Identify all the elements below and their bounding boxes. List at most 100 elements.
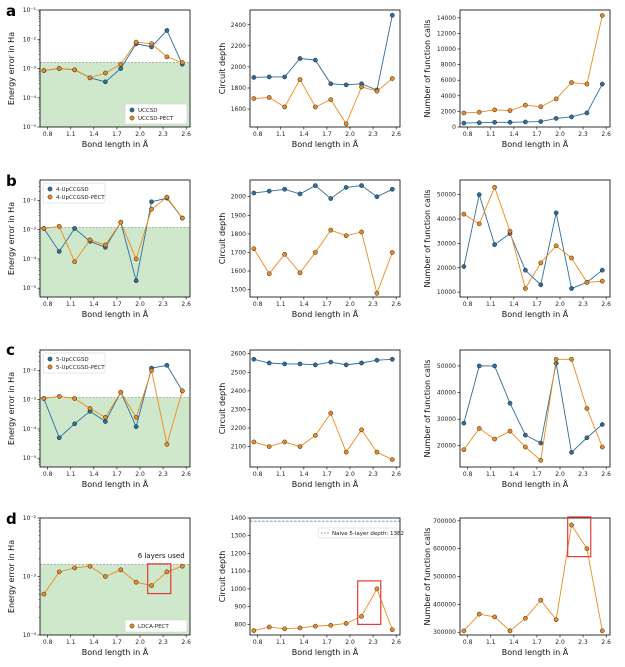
data-point	[569, 114, 574, 120]
data-point	[599, 628, 605, 634]
series-line-5-upccgsd-pect	[463, 358, 603, 462]
x-tick-label: 2.3	[368, 471, 378, 478]
y-tick-label: 10000	[437, 289, 456, 296]
data-point	[343, 449, 349, 455]
y-tick-label: 10⁻³	[23, 227, 37, 234]
data-point	[266, 188, 272, 194]
data-point	[164, 362, 170, 368]
data-point	[343, 121, 349, 127]
data-point	[56, 224, 62, 229]
x-tick-label: 2.3	[578, 131, 588, 138]
data-point	[523, 615, 528, 621]
data-point	[569, 80, 574, 85]
data-point	[72, 226, 77, 231]
series-line-4-upccgsd-pect	[463, 186, 603, 290]
data-point	[492, 119, 497, 125]
data-point	[507, 428, 513, 434]
data-point	[251, 439, 257, 445]
chemical-accuracy-region	[40, 397, 190, 467]
x-tick-label: 1.4	[89, 471, 99, 478]
y-tick-label: 10⁻¹	[23, 7, 37, 14]
data-point	[599, 278, 605, 284]
x-tick-label: 2.6	[601, 301, 611, 308]
x-tick-label: 2.3	[368, 301, 378, 308]
legend-box	[42, 182, 106, 204]
series-line-5-upccgsd	[43, 364, 183, 439]
y-tick-label: 10⁻⁵	[23, 124, 37, 131]
data-point	[523, 286, 528, 291]
chart-a-3: 0.8 1.1 1.4 1.7 2.0 2.3 2.6 Bond length in Å 0 20…	[423, 9, 611, 149]
y-axis-label: Energy error in Ha	[7, 540, 16, 613]
data-point	[149, 199, 154, 205]
data-point	[389, 76, 395, 81]
data-point	[133, 256, 139, 262]
y-tick-label: 40000	[437, 390, 456, 397]
data-point	[476, 120, 482, 126]
x-tick-label: 1.4	[299, 639, 309, 646]
data-point	[389, 250, 395, 255]
data-point	[359, 614, 364, 619]
x-tick-label: 2.6	[181, 131, 191, 138]
series-line-uccsd	[253, 15, 393, 91]
x-tick-label: 0.8	[463, 301, 473, 308]
y-tick-label: 1800	[231, 231, 246, 238]
data-point	[87, 406, 93, 411]
data-point	[41, 396, 47, 401]
x-tick-label: 2.3	[368, 131, 378, 138]
x-tick-label: 2.3	[578, 639, 588, 646]
axes-frame	[249, 9, 401, 128]
data-point	[282, 104, 287, 110]
data-point	[538, 260, 544, 266]
y-axis-label: Circuit depth	[218, 551, 227, 603]
data-point	[389, 12, 395, 18]
series-line-4-upccgsd	[43, 197, 183, 281]
x-tick-label: 2.3	[578, 301, 588, 308]
y-tick-label: 4000	[441, 93, 456, 100]
data-point	[266, 271, 272, 277]
legend-marker	[129, 107, 135, 113]
data-point	[569, 450, 574, 455]
naive-legend: Naive 5-layer depth: 1382	[317, 527, 404, 539]
series-line-5-upccgsd	[253, 358, 393, 366]
x-tick-label: 1.4	[299, 301, 309, 308]
data-point	[103, 419, 108, 424]
y-tick-label: 300000	[433, 629, 456, 636]
y-tick-label: 10⁻⁵	[23, 455, 37, 462]
chart-a-2: 0.8 1.1 1.4 1.7 2.0 2.3 2.6 Bond length in Å 160…	[218, 9, 401, 149]
y-axis-label: Number of function calls	[423, 189, 432, 287]
x-tick-label: 0.8	[253, 301, 263, 308]
data-point	[313, 104, 318, 110]
x-tick-label: 2.6	[391, 471, 401, 478]
x-tick-label: 1.1	[66, 131, 76, 138]
data-point	[492, 107, 497, 113]
data-point	[103, 79, 108, 85]
x-tick-label: 0.8	[253, 131, 263, 138]
data-point	[343, 362, 349, 368]
data-point	[374, 449, 380, 455]
y-axis-label: Energy error in Ha	[7, 202, 16, 275]
x-tick-label: 2.0	[345, 639, 355, 646]
series-line-4-upccgsd	[463, 192, 603, 290]
x-axis-label: Bond length in Å	[292, 478, 359, 489]
data-point	[266, 624, 272, 630]
x-tick-label: 1.7	[532, 301, 542, 308]
data-point	[118, 219, 124, 225]
legend-marker	[47, 186, 53, 192]
chart-d-3: 0.8 1.1 1.4 1.7 2.0 2.3 2.6 Bond length in Å 300…	[423, 516, 611, 657]
data-point	[553, 243, 559, 249]
series-line-5-upccgsd-pect	[43, 368, 183, 445]
series-line-ldca-pect	[253, 587, 393, 632]
x-tick-label: 2.6	[601, 471, 611, 478]
data-point	[507, 228, 513, 234]
x-tick-label: 2.6	[391, 131, 401, 138]
x-tick-label: 1.1	[276, 639, 286, 646]
y-tick-label: 10⁻³	[23, 574, 37, 581]
y-tick-label: 20000	[437, 265, 456, 272]
data-point	[343, 233, 349, 239]
x-axis-label: Bond length in Å	[502, 646, 569, 657]
x-tick-label: 1.4	[89, 639, 99, 646]
chemical-accuracy-region	[40, 227, 190, 297]
chart-c-1: 0.8 1.1 1.4 1.7 2.0 2.3 2.6 Bond length in Å 10⁻…	[7, 349, 191, 489]
y-tick-label: 10⁻³	[23, 397, 37, 404]
y-axis-label: Energy error in Ha	[7, 32, 16, 105]
